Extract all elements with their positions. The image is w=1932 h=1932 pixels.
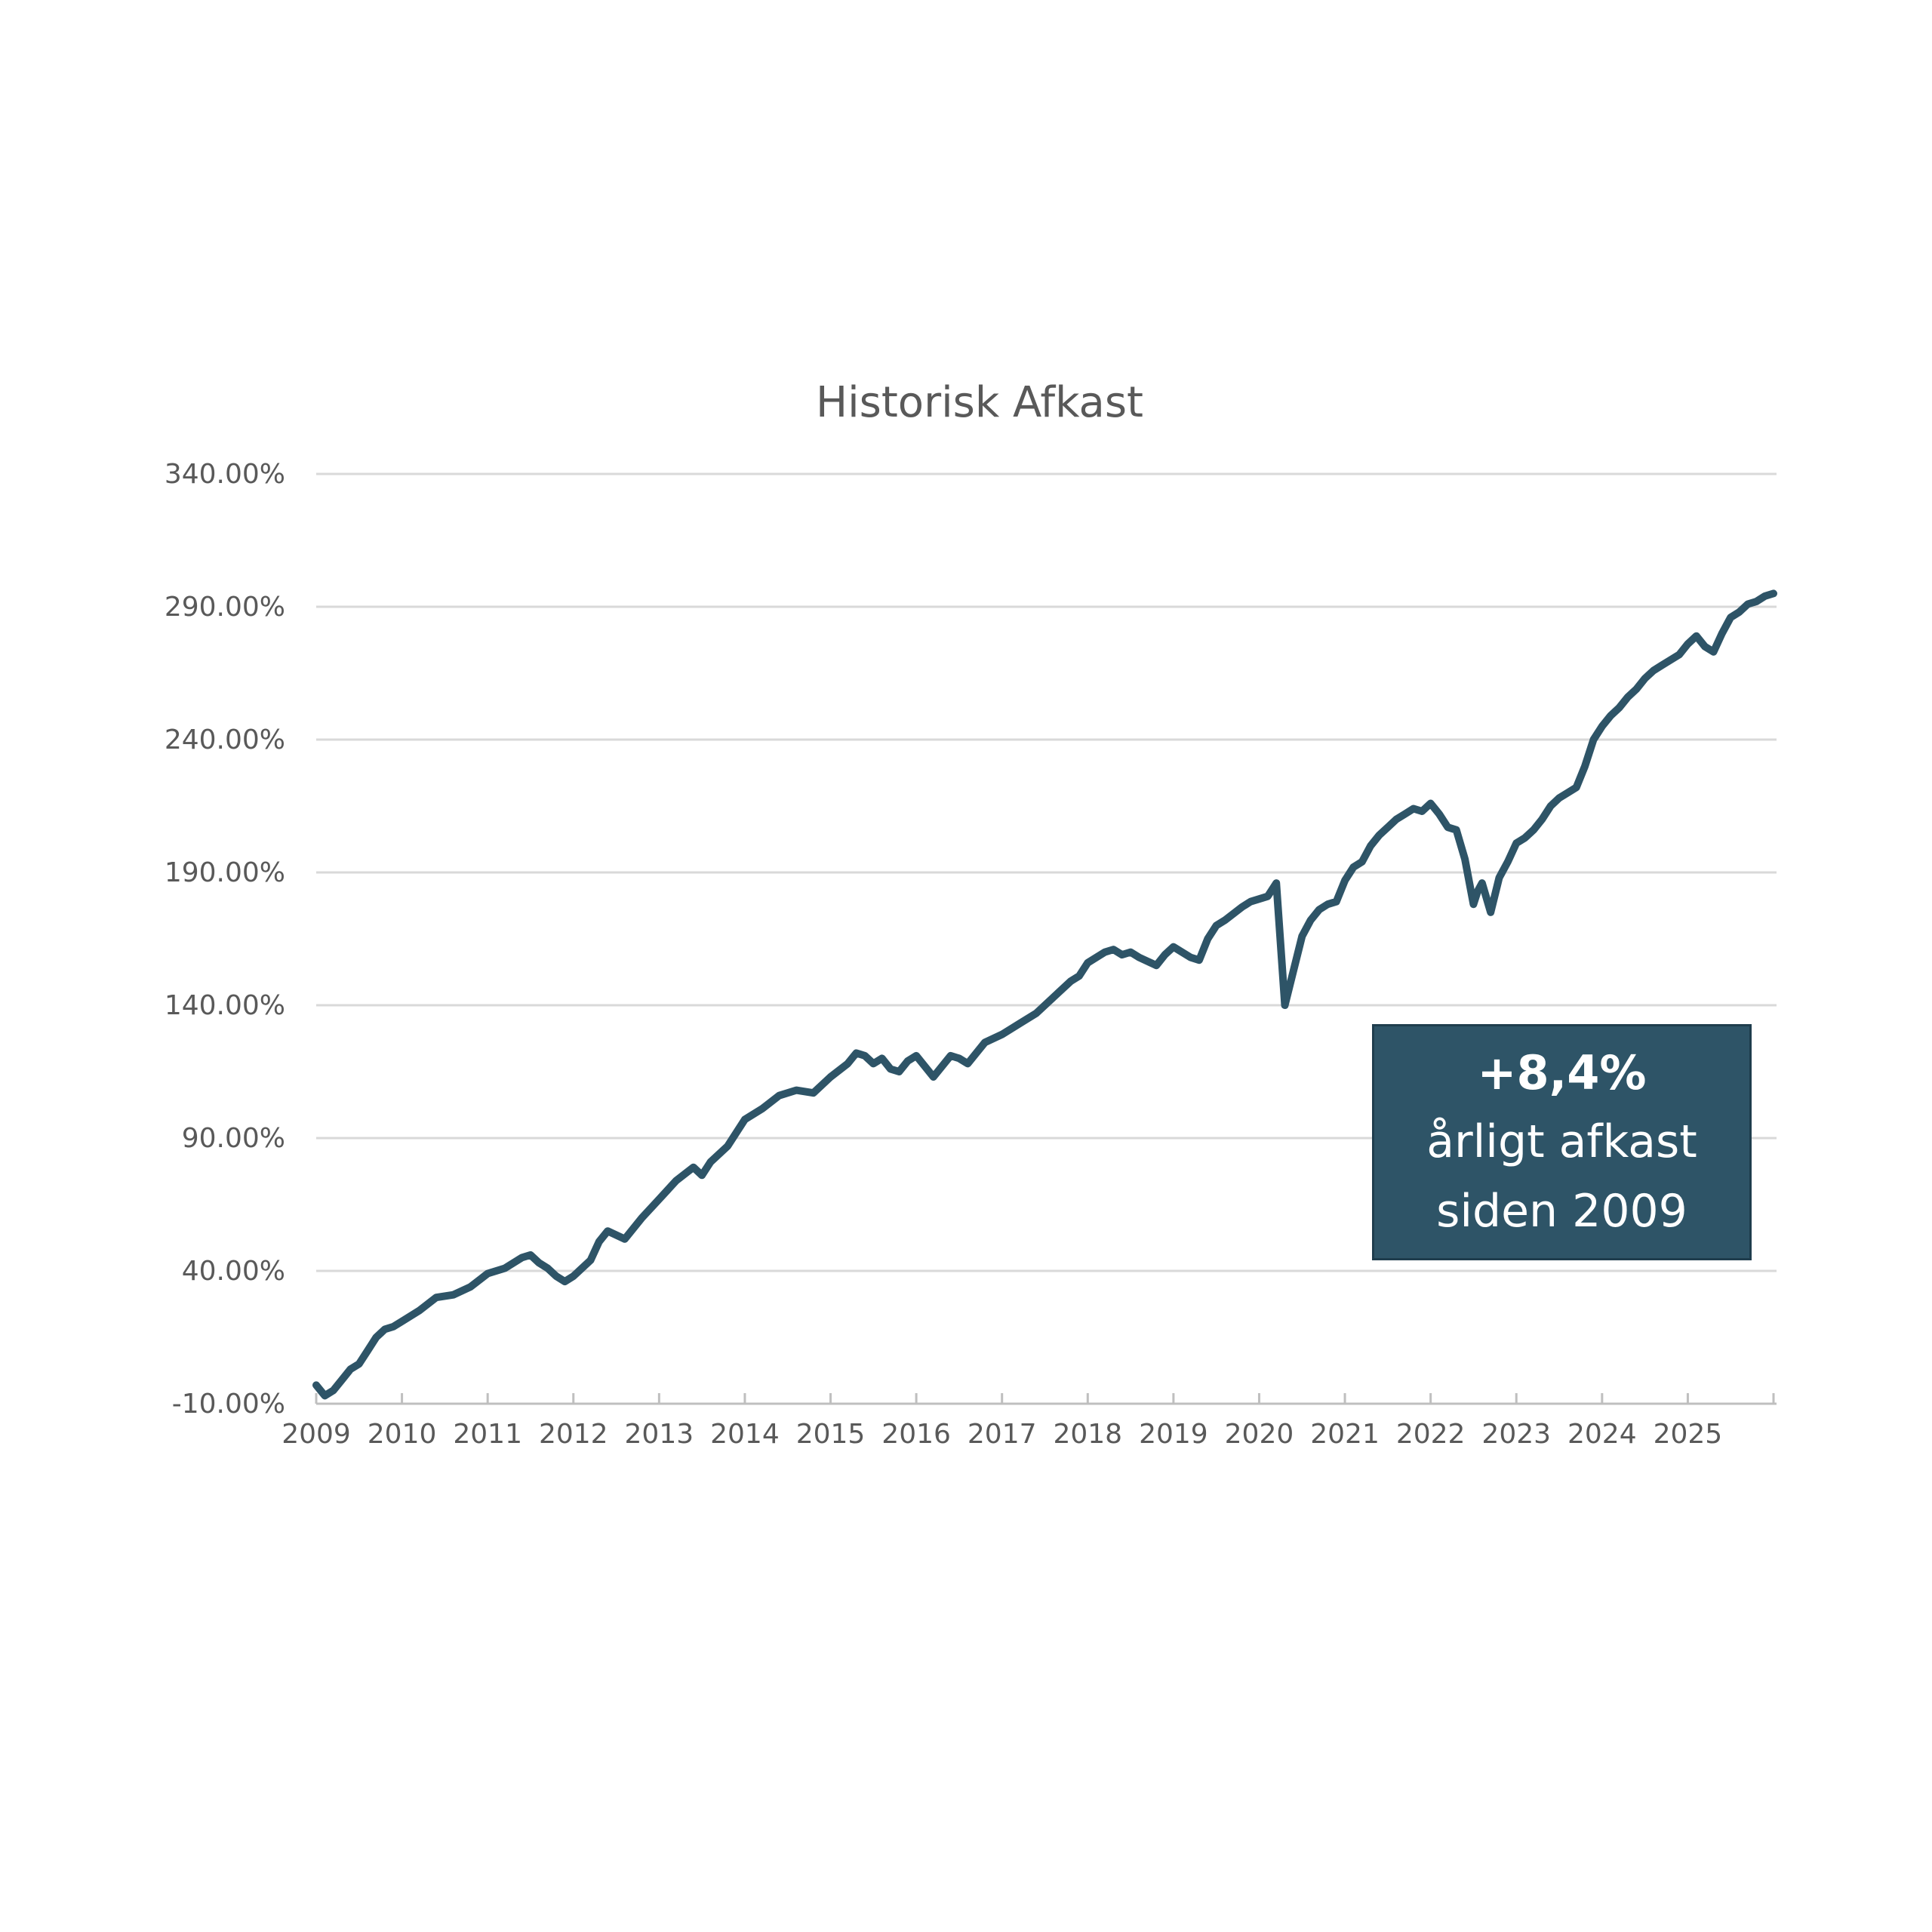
- x-tick-label: 2010: [368, 1419, 437, 1450]
- chart-title: Historisk Afkast: [816, 378, 1143, 427]
- y-axis-tick-labels: -10.00% 40.00% 90.00% 140.00% 190.00% 240.00%…: [165, 459, 285, 1420]
- x-tick-label: 2015: [796, 1419, 866, 1450]
- x-tick-label: 2016: [881, 1419, 951, 1450]
- y-tick-label: 340.00%: [165, 459, 285, 490]
- x-tick-label: 2022: [1396, 1419, 1466, 1450]
- x-tick-label: 2020: [1225, 1419, 1294, 1450]
- x-tick-label: 2024: [1567, 1419, 1637, 1450]
- x-tick-label: 2011: [453, 1419, 522, 1450]
- x-tick-label: 2014: [710, 1419, 780, 1450]
- x-tick-label: 2019: [1139, 1419, 1208, 1450]
- series-line: [312, 589, 1777, 1400]
- x-tick-label: 2013: [625, 1419, 694, 1450]
- x-tick-label: 2025: [1654, 1419, 1723, 1450]
- callout-value: +8,4%: [1477, 1044, 1647, 1100]
- x-tick-label: 2009: [281, 1419, 351, 1450]
- y-tick-label: 190.00%: [165, 857, 285, 888]
- y-tick-label: 40.00%: [182, 1256, 285, 1287]
- callout-line-1: årligt afkast: [1426, 1115, 1697, 1168]
- y-tick-label: -10.00%: [172, 1389, 285, 1420]
- x-tick-label: 2012: [539, 1419, 608, 1450]
- y-tick-label: 240.00%: [165, 724, 285, 755]
- x-tick-label: 2023: [1481, 1419, 1551, 1450]
- x-tick-label: 2017: [968, 1419, 1037, 1450]
- y-tick-label: 90.00%: [182, 1123, 285, 1154]
- x-tick-label: 2021: [1310, 1419, 1380, 1450]
- y-tick-label: 290.00%: [165, 592, 285, 623]
- series-layer: [312, 589, 1777, 1400]
- x-axis: 2009 2010 2011 2012 2013 2014 2015 2016 2017 2018…: [281, 1393, 1777, 1450]
- x-tick-label: 2018: [1053, 1419, 1122, 1450]
- callout-line-2: siden 2009: [1436, 1184, 1687, 1238]
- y-tick-label: 140.00%: [165, 990, 285, 1021]
- annual-return-callout: +8,4% årligt afkast siden 2009: [1372, 1024, 1752, 1260]
